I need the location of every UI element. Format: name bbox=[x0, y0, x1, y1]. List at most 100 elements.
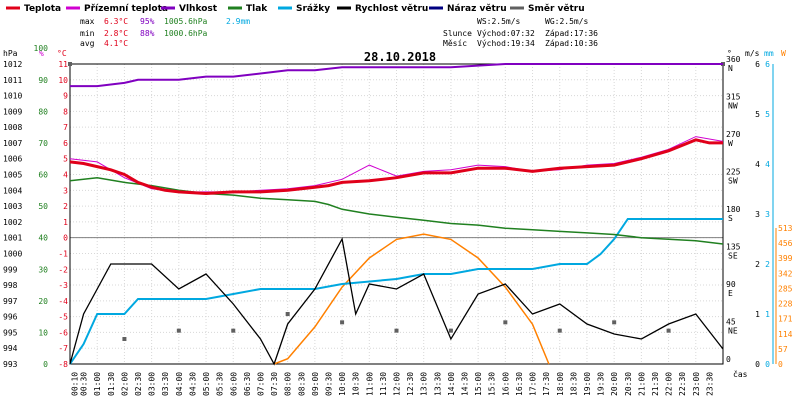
time-tick: 15:00 bbox=[474, 372, 483, 396]
wind-gust-now: WG:2.5m/s bbox=[545, 17, 589, 26]
pressure-tick: 994 bbox=[3, 344, 18, 353]
time-tick: 12:00 bbox=[393, 372, 402, 396]
pressure-tick: 1004 bbox=[3, 186, 22, 195]
series bbox=[68, 62, 725, 366]
stat-rain: 2.9mm bbox=[226, 17, 250, 26]
wind-tick: 6 bbox=[755, 60, 760, 69]
dir-name: NW bbox=[728, 102, 738, 111]
time-tick: 15:30 bbox=[488, 372, 497, 396]
temp-tick: -3 bbox=[58, 281, 68, 290]
temp-tick: -8 bbox=[58, 360, 68, 369]
temp-tick: -2 bbox=[58, 265, 68, 274]
time-tick: 07:30 bbox=[270, 372, 279, 396]
temp-tick: 2 bbox=[63, 202, 68, 211]
rain-tick: 4 bbox=[765, 160, 770, 169]
dir-name: N bbox=[728, 64, 733, 73]
wind-dir-point bbox=[394, 328, 399, 333]
unit-mm: mm bbox=[764, 49, 774, 58]
stat-humidity: 95% bbox=[140, 17, 155, 26]
time-tick: 10:30 bbox=[352, 372, 361, 396]
wind-dir-point bbox=[285, 312, 290, 316]
moon-rise: Východ:19:34 bbox=[477, 39, 535, 48]
wind-dir-point bbox=[176, 328, 181, 333]
temp-tick: -7 bbox=[58, 344, 68, 353]
time-tick: 14:30 bbox=[461, 372, 470, 396]
stat-pressure: 1000.6hPa bbox=[164, 29, 208, 38]
series-wind-speed bbox=[69, 237, 724, 366]
time-tick: 18:00 bbox=[556, 372, 565, 396]
humidity-tick: 70 bbox=[38, 139, 48, 148]
time-tick: 12:30 bbox=[406, 372, 415, 396]
time-tick: 06:30 bbox=[243, 372, 252, 396]
unit-hpa: hPa bbox=[3, 49, 18, 58]
humidity-tick: 80 bbox=[38, 107, 48, 116]
pressure-tick: 997 bbox=[3, 297, 18, 306]
temp-tick: -1 bbox=[58, 249, 68, 258]
temp-tick: 9 bbox=[63, 92, 68, 101]
time-tick: 14:00 bbox=[447, 372, 456, 396]
stat-label: min bbox=[80, 29, 95, 38]
humidity-tick: 50 bbox=[38, 202, 48, 211]
unit-time: čas bbox=[733, 369, 748, 379]
time-tick: 03:30 bbox=[161, 372, 170, 396]
solar-tick: 399 bbox=[778, 254, 793, 263]
pressure-tick: 993 bbox=[3, 360, 18, 369]
time-tick: 17:30 bbox=[542, 372, 551, 396]
time-tick: 17:00 bbox=[529, 372, 538, 396]
series-temperature bbox=[69, 138, 723, 196]
time-tick: 22:00 bbox=[665, 372, 674, 396]
unit-deg: ° bbox=[727, 49, 732, 58]
moon-label: Měsíc bbox=[443, 39, 467, 48]
wind-dir-point bbox=[340, 320, 345, 325]
legend-label: Vlhkost bbox=[179, 4, 218, 14]
series-rain bbox=[69, 218, 723, 365]
solar-tick: 513 bbox=[778, 224, 793, 233]
legend: Teplota Přízemní teplota Vlhkost Tlak Srážky… bbox=[6, 3, 585, 14]
humidity-tick: 10 bbox=[38, 328, 48, 337]
pressure-tick: 1010 bbox=[3, 92, 22, 101]
time-tick: 22:30 bbox=[678, 372, 687, 396]
pressure-tick: 999 bbox=[3, 265, 18, 274]
wind-dir-point bbox=[122, 337, 127, 341]
series-solar bbox=[273, 233, 550, 365]
temp-tick: -6 bbox=[58, 328, 68, 337]
solar-tick: 114 bbox=[778, 330, 793, 339]
time-tick: 11:00 bbox=[365, 372, 374, 396]
time-tick: 13:00 bbox=[420, 372, 429, 396]
pressure-tick: 1007 bbox=[3, 139, 22, 148]
temp-tick: 10 bbox=[58, 76, 68, 85]
temp-tick: -4 bbox=[58, 297, 68, 306]
temp-tick: 7 bbox=[63, 123, 68, 132]
pressure-tick: 1001 bbox=[3, 234, 22, 243]
solar-tick: 228 bbox=[778, 300, 793, 309]
pressure-tick: 1000 bbox=[3, 249, 22, 258]
pressure-tick: 1008 bbox=[3, 123, 22, 132]
dir-name: E bbox=[728, 289, 733, 298]
time-tick: 19:00 bbox=[583, 372, 592, 396]
time-tick: 00:10 bbox=[71, 372, 80, 396]
stat-humidity: 88% bbox=[140, 29, 155, 38]
pressure-tick: 1003 bbox=[3, 202, 22, 211]
time-tick: 08:30 bbox=[297, 372, 306, 396]
humidity-tick: 60 bbox=[38, 171, 48, 180]
solar-tick: 57 bbox=[778, 345, 788, 354]
pressure-tick: 995 bbox=[3, 328, 18, 337]
legend-label: Teplota bbox=[24, 4, 61, 14]
time-tick: 05:30 bbox=[216, 372, 225, 396]
legend-label: Tlak bbox=[246, 4, 268, 14]
solar-tick: 0 bbox=[778, 360, 783, 369]
pressure-tick: 1006 bbox=[3, 155, 22, 164]
solar-tick: 342 bbox=[778, 269, 793, 278]
rain-tick: 0 bbox=[765, 360, 770, 369]
wind-tick: 2 bbox=[755, 260, 760, 269]
dir-name: S bbox=[728, 214, 733, 223]
rain-tick: 6 bbox=[765, 60, 770, 69]
chart-title: 28.10.2018 bbox=[364, 50, 436, 64]
plot-frame bbox=[69, 63, 724, 365]
wind-tick: 0 bbox=[755, 360, 760, 369]
time-tick: 19:30 bbox=[597, 372, 606, 396]
wind-dir-point bbox=[503, 320, 508, 325]
wind-dir-point bbox=[612, 320, 617, 325]
temp-tick: -5 bbox=[58, 313, 68, 322]
pressure-tick: 998 bbox=[3, 281, 18, 290]
